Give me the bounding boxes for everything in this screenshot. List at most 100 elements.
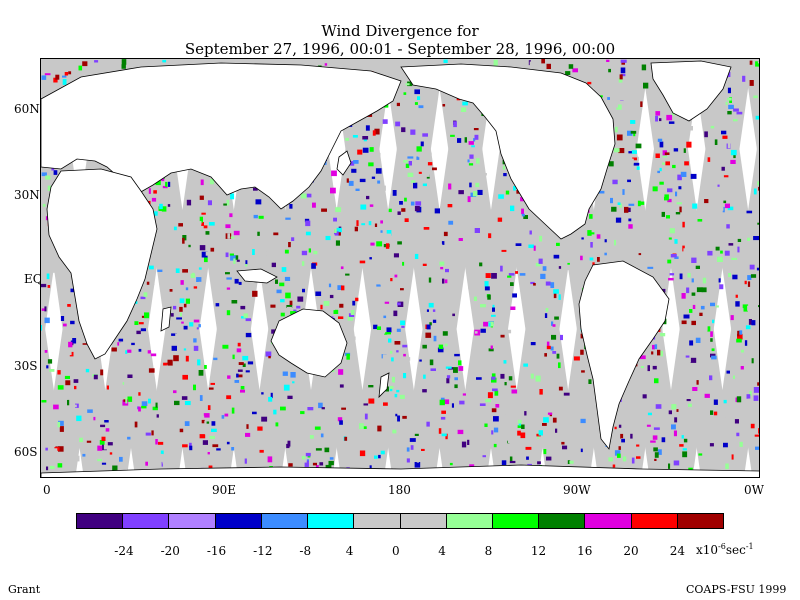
divergence-cell bbox=[596, 234, 601, 239]
divergence-cell bbox=[696, 332, 701, 337]
lon-label-90e: 90E bbox=[212, 483, 237, 497]
divergence-cell bbox=[156, 215, 162, 219]
divergence-cell bbox=[134, 321, 139, 325]
divergence-cell bbox=[726, 370, 730, 374]
divergence-cell bbox=[180, 280, 184, 285]
divergence-cell bbox=[473, 128, 479, 131]
divergence-cell bbox=[710, 448, 714, 452]
divergence-cell bbox=[406, 447, 410, 452]
divergence-cell bbox=[302, 288, 305, 293]
divergence-cell bbox=[158, 453, 163, 460]
lat-label-60n: 60N bbox=[14, 102, 40, 116]
divergence-cell bbox=[614, 239, 616, 246]
colorbar-swatch-11 bbox=[585, 514, 632, 528]
divergence-cell bbox=[488, 322, 491, 327]
divergence-cell bbox=[321, 208, 327, 212]
divergence-cell bbox=[727, 87, 731, 94]
divergence-cell bbox=[728, 405, 731, 411]
divergence-cell bbox=[756, 267, 759, 271]
divergence-cell bbox=[493, 416, 499, 422]
divergence-cell bbox=[47, 285, 51, 288]
divergence-cell bbox=[655, 153, 660, 158]
divergence-cell bbox=[253, 187, 258, 191]
divergence-cell bbox=[396, 350, 399, 353]
divergence-cell bbox=[74, 385, 77, 390]
divergence-cell bbox=[178, 223, 183, 227]
divergence-cell bbox=[655, 404, 662, 409]
divergence-cell bbox=[333, 309, 339, 314]
divergence-cell bbox=[757, 61, 759, 64]
divergence-cell bbox=[198, 281, 205, 284]
divergence-cell bbox=[721, 130, 727, 135]
divergence-cell bbox=[363, 403, 369, 406]
divergence-cell bbox=[725, 101, 728, 106]
divergence-cell bbox=[541, 59, 545, 64]
divergence-cell bbox=[635, 84, 641, 91]
divergence-cell bbox=[231, 447, 235, 451]
divergence-cell bbox=[690, 357, 697, 363]
divergence-cell bbox=[242, 355, 249, 361]
divergence-cell bbox=[107, 442, 113, 446]
divergence-cell bbox=[465, 436, 471, 440]
divergence-cell bbox=[385, 233, 391, 239]
divergence-cell bbox=[399, 394, 405, 399]
divergence-cell bbox=[57, 370, 61, 375]
divergence-cell bbox=[389, 386, 393, 392]
divergence-cell bbox=[232, 354, 235, 360]
divergence-cell bbox=[157, 385, 164, 388]
divergence-cell bbox=[533, 288, 536, 292]
divergence-cell bbox=[467, 159, 470, 163]
divergence-cell bbox=[223, 203, 227, 206]
divergence-cell bbox=[266, 251, 269, 256]
divergence-cell bbox=[359, 423, 364, 430]
divergence-cell bbox=[46, 273, 50, 280]
divergence-cell bbox=[368, 162, 374, 167]
divergence-cell bbox=[72, 398, 78, 403]
divergence-cell bbox=[403, 353, 406, 357]
divergence-cell bbox=[550, 245, 555, 248]
divergence-cell bbox=[87, 409, 93, 413]
divergence-cell bbox=[648, 420, 652, 425]
divergence-cell bbox=[517, 419, 522, 424]
divergence-cell bbox=[733, 155, 736, 159]
divergence-cell bbox=[146, 281, 150, 285]
divergence-cell bbox=[315, 291, 322, 296]
divergence-cell bbox=[300, 440, 304, 444]
divergence-cell bbox=[458, 238, 463, 241]
divergence-cell bbox=[41, 308, 45, 311]
divergence-cell bbox=[460, 127, 465, 133]
divergence-cell bbox=[468, 163, 474, 166]
divergence-cell bbox=[331, 170, 337, 177]
divergence-cell bbox=[475, 331, 478, 334]
divergence-cell bbox=[339, 384, 344, 388]
divergence-cell bbox=[441, 410, 446, 414]
divergence-cell bbox=[618, 405, 624, 410]
divergence-cell bbox=[167, 181, 171, 187]
divergence-cell bbox=[487, 441, 490, 448]
divergence-cell bbox=[394, 341, 401, 345]
divergence-cell bbox=[410, 445, 414, 450]
divergence-cell bbox=[587, 81, 592, 85]
divergence-cell bbox=[560, 334, 563, 341]
divergence-cell bbox=[356, 220, 359, 227]
divergence-cell bbox=[46, 466, 49, 471]
divergence-cell bbox=[382, 185, 386, 191]
divergence-cell bbox=[710, 353, 716, 358]
divergence-cell bbox=[280, 299, 285, 303]
divergence-cell bbox=[388, 208, 392, 213]
divergence-cell bbox=[196, 176, 202, 179]
divergence-cell bbox=[558, 386, 563, 391]
divergence-cell bbox=[426, 324, 431, 330]
divergence-cell bbox=[441, 241, 445, 245]
divergence-cell bbox=[401, 127, 406, 133]
divergence-cell bbox=[151, 197, 157, 202]
divergence-cell bbox=[491, 314, 496, 317]
divergence-cell bbox=[659, 141, 664, 148]
divergence-cell bbox=[333, 250, 339, 253]
divergence-cell bbox=[633, 162, 640, 166]
divergence-cell bbox=[621, 62, 625, 65]
divergence-cell bbox=[442, 278, 445, 284]
lat-label-eq: EQ bbox=[24, 272, 43, 286]
divergence-cell bbox=[387, 376, 391, 380]
divergence-cell bbox=[481, 254, 487, 261]
